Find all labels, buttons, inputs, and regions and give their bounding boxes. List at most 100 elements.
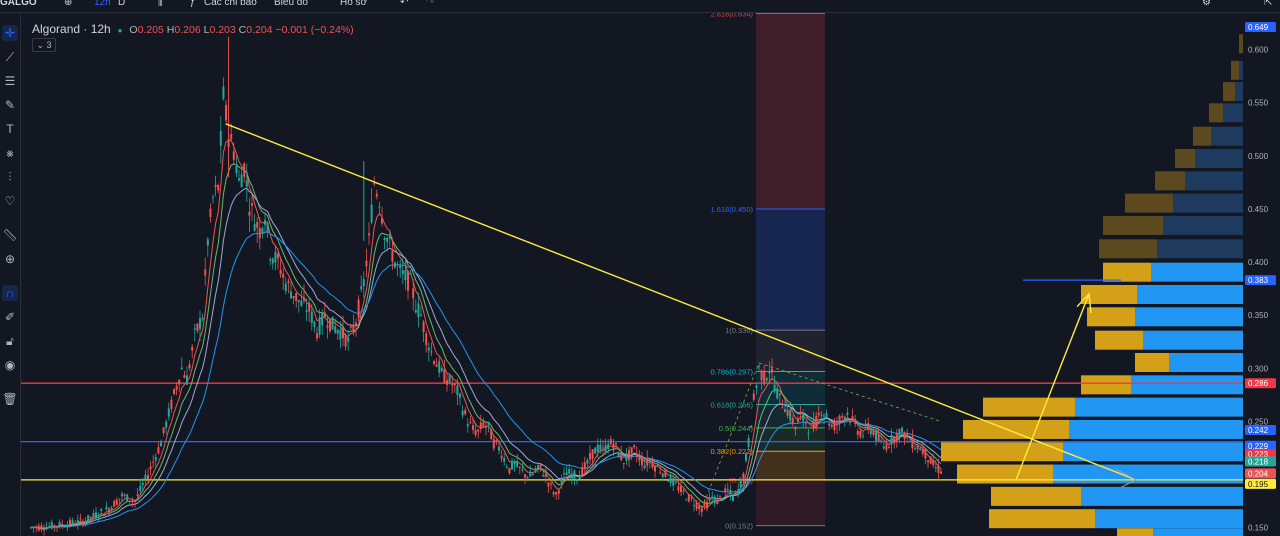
candle-body: [635, 453, 638, 457]
candle-body: [292, 295, 295, 299]
candle-body: [407, 270, 409, 291]
volume-profile-down-bar: [1053, 464, 1243, 484]
undo-icon[interactable]: ↶: [400, 0, 409, 8]
volume-profile-up-bar: [1095, 330, 1143, 350]
candle-body: [165, 421, 168, 428]
candle-body: [235, 165, 238, 174]
lock-icon[interactable]: 🔓︎: [6, 334, 14, 348]
volume-profile-down-bar: [1169, 353, 1243, 372]
candle-body: [170, 399, 173, 409]
candle-body: [178, 379, 181, 385]
candle-body: [485, 425, 487, 427]
pitchfork-icon[interactable]: ☰: [4, 74, 16, 88]
candle-body: [755, 385, 758, 389]
candle-body: [531, 473, 534, 475]
candle-body: [386, 237, 389, 243]
volume-profile-down-bar: [1153, 528, 1243, 536]
candle-body: [352, 324, 355, 332]
candle-body: [79, 518, 82, 520]
trend-line-icon[interactable]: ⟋: [5, 50, 15, 64]
candles-icon[interactable]: ⫼: [158, 0, 163, 8]
eye-icon[interactable]: ◉: [4, 358, 16, 372]
lock-draw-icon[interactable]: ✐: [4, 310, 16, 324]
heart-icon[interactable]: ♡: [4, 194, 16, 208]
crosshair-icon[interactable]: ✛: [2, 25, 18, 41]
legend-c-label: C: [238, 24, 247, 36]
candle-body: [271, 258, 274, 264]
candle-body: [50, 522, 53, 529]
prediction-icon[interactable]: ⫶: [8, 170, 12, 184]
redo-icon[interactable]: ↷: [426, 0, 435, 8]
candle-body: [43, 529, 45, 531]
settings-gear-icon[interactable]: ⚙: [1202, 0, 1211, 8]
fib-level-label: 2.618(0.634): [710, 13, 753, 18]
fib-band: [756, 371, 825, 405]
interval-d[interactable]: D: [118, 0, 126, 8]
candle-body: [742, 473, 745, 479]
price-chart[interactable]: 2.618(0.634) 1.618(0.450) 1(0.336) 0.786(0.…: [21, 13, 1280, 536]
candle-body: [843, 416, 846, 421]
zoom-in-icon[interactable]: ⊕: [4, 252, 16, 266]
magnet-icon[interactable]: ∩: [2, 285, 18, 301]
candle-body: [430, 351, 433, 353]
volume-profile-down-bar: [1223, 103, 1243, 123]
add-symbol-icon[interactable]: ⊕: [64, 0, 73, 8]
legend: Algorand · 12h ● O0.205 H0.206 L0.203 C0…: [32, 22, 354, 36]
candle-body: [594, 447, 597, 454]
price-tick-label: 0.400: [1248, 258, 1269, 267]
candle-body: [40, 525, 43, 530]
price-label-text: 0.383: [1248, 276, 1269, 285]
legend-h-label: H: [166, 24, 175, 36]
candle-body: [266, 222, 269, 233]
text-icon[interactable]: T: [6, 122, 14, 136]
collapse-indicators-button[interactable]: ⌄ 3: [32, 38, 56, 52]
price-axis[interactable]: 0.600 0.550 0.500 0.450 0.400 0.350 0.300 0.250…: [1243, 13, 1280, 536]
brush-icon[interactable]: ✎: [4, 98, 16, 112]
candle-body: [253, 224, 256, 231]
candle-body: [875, 431, 877, 441]
candle-body: [817, 412, 820, 415]
price-label-text: 0.218: [1248, 457, 1269, 466]
candle-body: [378, 206, 381, 208]
candle-body: [360, 286, 363, 290]
candle-body: [885, 444, 888, 450]
chart-type-button[interactable]: Biểu đồ: [274, 0, 308, 8]
candle-body: [297, 300, 300, 303]
candle-body: [87, 514, 90, 521]
indicators-button[interactable]: Các chỉ báo: [204, 0, 257, 8]
candle-body: [768, 371, 771, 374]
candle-body: [175, 386, 178, 390]
candle-body: [45, 526, 48, 530]
ruler-icon[interactable]: 📏︎: [2, 228, 18, 242]
candle-body: [651, 463, 654, 468]
trash-icon[interactable]: 🗑︎: [2, 392, 18, 406]
candle-body: [414, 310, 417, 313]
profile-button[interactable]: Hồ sơ: [340, 0, 368, 8]
candle-body: [188, 364, 191, 369]
candle-body: [222, 86, 225, 99]
candle-body: [589, 453, 591, 460]
symbol-label[interactable]: GALGO: [0, 0, 37, 8]
candle-body: [435, 364, 438, 367]
volume-profile-down-bar: [1075, 397, 1243, 417]
candle-body: [95, 512, 97, 519]
candle-body: [498, 446, 500, 451]
trend-drawings: [225, 123, 1138, 509]
candle-body: [687, 494, 690, 502]
price-label-badge: [1245, 424, 1276, 435]
candle-body: [63, 526, 66, 528]
candle-body: [196, 323, 199, 331]
candle-body: [789, 410, 792, 421]
candle-body: [128, 500, 131, 502]
share-icon[interactable]: ⇱: [1264, 0, 1273, 8]
candle-body: [344, 334, 347, 347]
candle-body: [425, 333, 428, 346]
pattern-icon[interactable]: ⨳: [6, 146, 14, 160]
candle-body: [906, 433, 909, 437]
interval-12h[interactable]: 12h: [94, 0, 111, 8]
fib-band: [756, 208, 825, 331]
volume-profile-down-bar: [1211, 126, 1243, 146]
candle-body: [625, 454, 628, 461]
candle-body: [586, 460, 589, 464]
volume-profile-down-bar: [1135, 307, 1243, 327]
